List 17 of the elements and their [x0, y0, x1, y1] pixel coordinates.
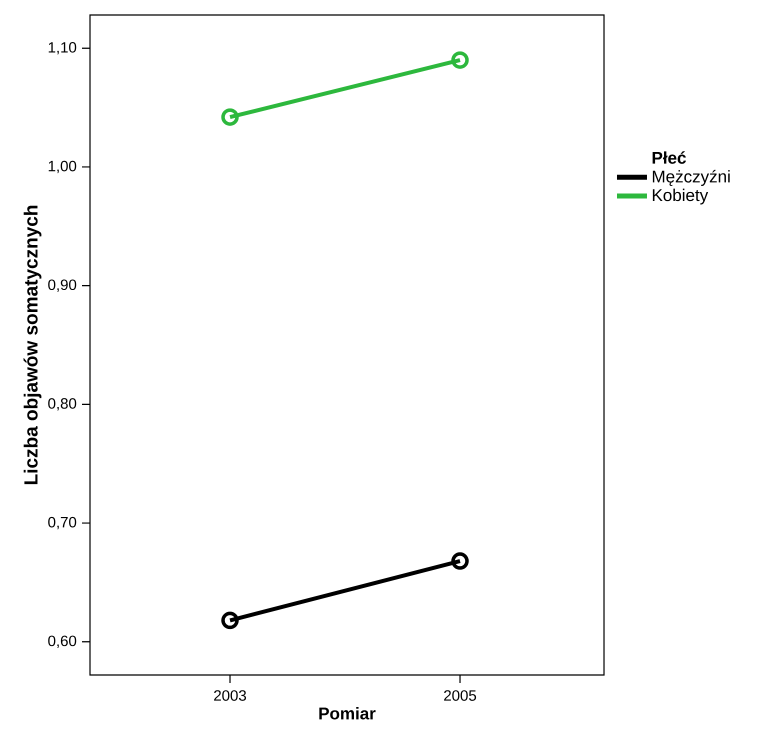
- y-tick-label: 1,00: [48, 160, 76, 174]
- y-tick-label: 0,80: [48, 398, 76, 411]
- y-tick-label: 1,10: [48, 42, 76, 54]
- x-axis-title: Pomiar: [319, 707, 376, 720]
- point: [451, 51, 469, 69]
- point: [221, 108, 239, 126]
- y-axis-title: Liczba objawów somatycznych: [24, 206, 42, 484]
- legend-label: Kobiety: [652, 188, 708, 205]
- x-tick-label: 2003: [214, 690, 246, 701]
- legend-label: Mężczyźni: [652, 170, 730, 186]
- legend-title: Płeć: [652, 151, 686, 164]
- point: [451, 552, 469, 570]
- x-tick-label: 2005: [444, 690, 476, 701]
- y-tick-label: 0,70: [48, 516, 76, 530]
- y-tick-label: 0,60: [48, 636, 76, 648]
- y-tick-label: 0,90: [48, 279, 76, 292]
- point: [221, 612, 239, 630]
